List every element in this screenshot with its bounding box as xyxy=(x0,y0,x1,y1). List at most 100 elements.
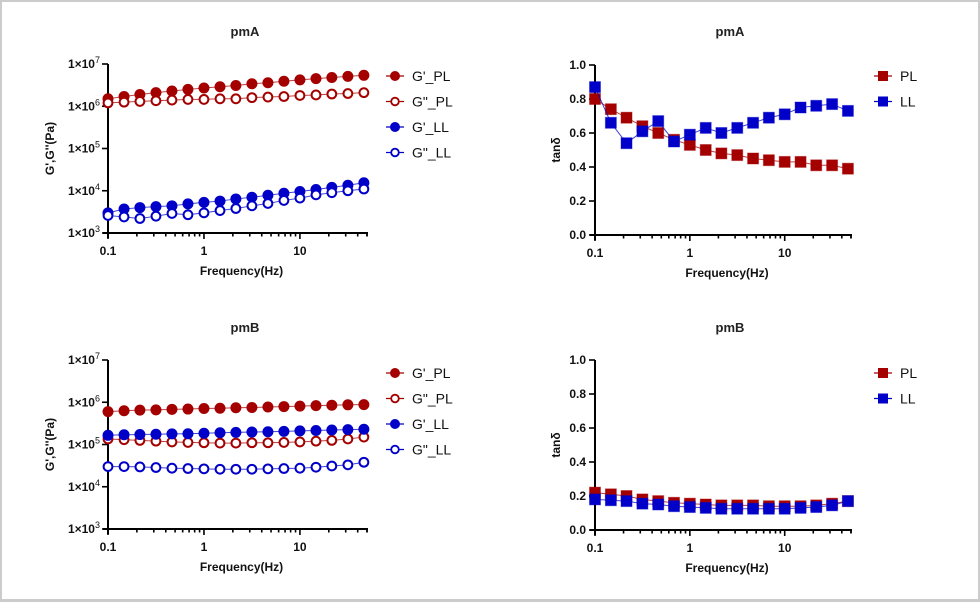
legend-label: G"_LL xyxy=(412,145,451,161)
data-point xyxy=(310,400,322,412)
y-tick-label: 0.0 xyxy=(569,228,586,242)
series-gpp_pl xyxy=(102,87,370,109)
data-point xyxy=(150,404,162,416)
chart-tandelta-pmA: pmA 0.1 1 10 Frequency(Hz) 0.0 0.2 0.4 0.6 0.8 1.0… xyxy=(549,24,917,280)
chart-tandelta-pmB: pmB 0.1 1 10 Frequency(Hz) 0.0 0.2 0.4 0.6 0.8 1.0… xyxy=(549,320,917,575)
x-tick-label: 10 xyxy=(778,246,792,260)
x-axis-label: Frequency(Hz) xyxy=(200,264,283,278)
y-tick-label: 1×105 xyxy=(68,436,100,452)
data-point xyxy=(294,400,306,412)
data-point xyxy=(636,125,649,138)
data-point xyxy=(668,135,681,148)
y-tick-label: 1×103 xyxy=(68,224,100,240)
series-gp_pl xyxy=(102,399,370,418)
y-tick-label: 1.0 xyxy=(569,58,586,72)
chart-modulus-pmA: pmA 0.1 1 10 Frequency(Hz) 1×107 1×106 1×105 1×1… xyxy=(43,24,453,278)
data-point xyxy=(810,501,823,514)
data-point xyxy=(262,426,274,438)
legend-item: PL xyxy=(874,365,917,381)
data-point xyxy=(118,96,130,108)
legend-item: PL xyxy=(874,68,917,84)
data-point xyxy=(342,424,354,436)
data-point xyxy=(150,201,162,213)
legend-item: G'_LL xyxy=(386,416,449,432)
data-point xyxy=(262,198,274,209)
x-tick-label: 0.1 xyxy=(100,244,117,258)
data-point xyxy=(810,99,823,112)
data-point xyxy=(214,437,226,449)
data-point xyxy=(230,426,242,438)
data-point xyxy=(182,83,194,95)
data-point xyxy=(230,93,242,105)
data-point xyxy=(262,91,274,103)
x-tick-label: 10 xyxy=(293,540,307,554)
legend-item: G'_PL xyxy=(386,365,451,381)
data-point xyxy=(715,127,728,139)
data-point xyxy=(214,81,226,93)
data-point xyxy=(652,127,665,139)
y-tick-label: 0.8 xyxy=(569,387,586,401)
series-gpp_ll xyxy=(102,456,370,475)
data-point xyxy=(762,154,775,167)
data-point xyxy=(326,187,338,199)
legend-label: G"_PL xyxy=(412,94,453,110)
data-point xyxy=(246,426,258,438)
y-axis-label: tanδ xyxy=(549,137,563,162)
data-point xyxy=(620,137,633,150)
data-point xyxy=(841,495,854,508)
y-tick-label: 0.6 xyxy=(569,421,586,435)
data-point xyxy=(604,494,617,507)
data-point xyxy=(778,155,791,168)
data-point xyxy=(198,82,210,94)
data-point xyxy=(262,437,274,449)
data-point xyxy=(118,405,130,417)
data-point xyxy=(198,463,210,475)
data-point xyxy=(134,213,146,224)
data-point xyxy=(731,149,744,162)
x-tick-label: 10 xyxy=(778,541,792,555)
data-point xyxy=(310,424,322,436)
data-point xyxy=(731,121,744,134)
data-point xyxy=(294,192,306,204)
legend-marker-icon xyxy=(878,368,888,378)
series-ll xyxy=(589,81,854,150)
data-point xyxy=(747,502,760,515)
legend-label: PL xyxy=(900,68,917,84)
data-point xyxy=(134,202,146,214)
legend-item: G'_PL xyxy=(386,68,451,84)
data-point xyxy=(699,144,712,156)
data-point xyxy=(166,403,178,415)
x-tick-label: 0.1 xyxy=(587,541,604,555)
data-point xyxy=(294,425,306,437)
data-point xyxy=(762,111,775,124)
data-point xyxy=(826,499,839,512)
data-point xyxy=(747,152,760,165)
legend-marker-icon xyxy=(878,96,888,107)
legend-label: G'_LL xyxy=(412,119,449,135)
chart-modulus-pmB: pmB 0.1 1 10 Frequency(Hz) 1×107 1×106 1×105 1×1… xyxy=(43,320,453,574)
data-point xyxy=(214,93,226,105)
legend-label: G'_PL xyxy=(412,68,451,84)
data-point xyxy=(182,403,194,415)
data-point xyxy=(652,115,665,128)
chart-title: pmB xyxy=(231,320,260,335)
data-point xyxy=(134,404,146,416)
y-tick-label: 1×107 xyxy=(68,351,100,367)
data-point xyxy=(134,96,146,107)
data-point xyxy=(358,423,370,435)
y-tick-label: 0.2 xyxy=(569,489,586,503)
data-point xyxy=(166,428,178,440)
data-point xyxy=(683,128,696,141)
x-axis-label: Frequency(Hz) xyxy=(685,561,768,575)
data-point xyxy=(182,209,194,221)
x-tick-label: 10 xyxy=(293,244,307,258)
data-point xyxy=(683,501,696,514)
data-point xyxy=(794,501,807,514)
legend-marker-icon xyxy=(390,96,400,107)
data-point xyxy=(182,437,194,448)
data-point xyxy=(230,203,242,214)
data-point xyxy=(358,399,370,411)
data-point xyxy=(699,121,712,134)
x-tick-label: 1 xyxy=(201,244,208,258)
x-tick-label: 1 xyxy=(201,540,208,554)
